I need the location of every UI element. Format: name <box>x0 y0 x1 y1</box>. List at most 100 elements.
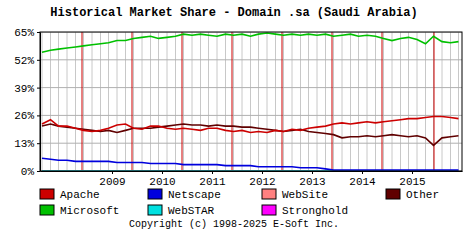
series-line <box>42 116 459 132</box>
legend-label: Microsoft <box>60 205 119 217</box>
grid-line-x <box>250 32 251 171</box>
grid-line-x <box>433 32 434 171</box>
y-tick: 39% <box>14 83 40 95</box>
reference-line <box>232 32 233 171</box>
copyright: Copyright (c) 1998-2025 E-Soft Inc. <box>129 219 339 230</box>
chart: Historical Market Share - Domain .sa (Sa… <box>0 0 468 230</box>
grid-line-x <box>442 32 443 171</box>
series-line <box>42 124 459 145</box>
grid-line-x <box>383 32 384 171</box>
x-tick-mark <box>362 171 363 174</box>
x-tick-label: 2011 <box>199 176 226 188</box>
grid-line-x <box>425 32 426 171</box>
x-tick: 2009 <box>99 171 125 188</box>
x-tick-mark <box>312 171 313 174</box>
grid-line-y <box>40 59 462 60</box>
grid-line-x <box>225 32 226 171</box>
legend-swatch <box>262 189 276 199</box>
grid-line-x <box>408 32 409 171</box>
x-tick-label: 2009 <box>99 176 125 188</box>
legend-label: Stronghold <box>282 205 348 217</box>
y-tick: 13% <box>14 138 40 150</box>
x-tick-mark <box>262 171 263 174</box>
grid-line-x <box>400 32 401 171</box>
grid-line-y <box>40 115 462 116</box>
y-tick-mark <box>37 171 40 172</box>
grid-line-x <box>317 32 318 171</box>
y-axis-line <box>40 33 41 172</box>
grid-line-y <box>40 87 462 88</box>
lines <box>42 33 459 171</box>
grid-line-x <box>125 32 126 171</box>
grid-line-x <box>158 32 159 171</box>
y-tick-mark <box>37 60 40 61</box>
reference-line <box>382 32 383 171</box>
plot-background <box>40 32 462 171</box>
grid-line-x <box>292 32 293 171</box>
x-tick-mark <box>112 171 113 174</box>
grid-line-x <box>200 32 201 171</box>
grid-line-x <box>83 32 84 171</box>
grid-line-x <box>100 32 101 171</box>
grid-line-x <box>217 32 218 171</box>
y-tick-mark <box>37 32 40 33</box>
y-tick: 65% <box>14 27 40 39</box>
x-tick: 2013 <box>299 171 325 188</box>
grid <box>40 32 462 171</box>
grid-line-x <box>258 32 259 171</box>
x-tick: 2015 <box>399 171 425 188</box>
x-tick-label: 2010 <box>149 176 175 188</box>
grid-line-x <box>133 32 134 171</box>
grid-line-x <box>350 32 351 171</box>
legend-label: WebSTAR <box>168 205 215 217</box>
y-tick-label: 26% <box>14 110 34 122</box>
reference-line <box>132 32 133 171</box>
grid-line-y <box>40 143 462 144</box>
x-tick-mark <box>412 171 413 174</box>
y-tick-label: 52% <box>14 55 34 67</box>
grid-line-x <box>67 32 68 171</box>
y-tick-label: 13% <box>14 138 34 150</box>
y-axis: 0% 13% 26% 39% 52% 65% <box>14 27 40 178</box>
grid-line-x <box>92 32 93 171</box>
legend-swatch <box>148 205 162 215</box>
grid-line-x <box>275 32 276 171</box>
grid-line-x <box>175 32 176 171</box>
grid-line-x <box>208 32 209 171</box>
grid-line-x <box>458 32 459 171</box>
series-line <box>42 158 459 170</box>
grid-line-x <box>233 32 234 171</box>
x-tick-label: 2015 <box>399 176 425 188</box>
y-tick: 0% <box>21 166 40 178</box>
grid-line-x <box>242 32 243 171</box>
x-tick-mark <box>212 171 213 174</box>
grid-line-x <box>167 32 168 171</box>
legend-label: Apache <box>60 189 100 201</box>
grid-line-x <box>308 32 309 171</box>
grid-line-x <box>450 32 451 171</box>
grid-line-x <box>108 32 109 171</box>
grid-line-x <box>150 32 151 171</box>
grid-line-x <box>342 32 343 171</box>
x-tick: 2011 <box>199 171 226 188</box>
y-tick-mark <box>37 143 40 144</box>
grid-line-x <box>417 32 418 171</box>
series-line <box>42 33 459 52</box>
reference-line <box>182 32 183 171</box>
legend-swatch <box>148 189 162 199</box>
title: Historical Market Share - Domain .sa (Sa… <box>50 6 417 20</box>
reference-line <box>282 32 283 171</box>
legend: ApacheMicrosoftNetscapeWebSTARWebSiteStr… <box>40 189 439 217</box>
y-tick-mark <box>37 115 40 116</box>
grid-line-x <box>375 32 376 171</box>
grid-line-x <box>325 32 326 171</box>
grid-line-x <box>142 32 143 171</box>
grid-line-x <box>75 32 76 171</box>
legend-label: Netscape <box>168 189 221 201</box>
x-axis: 2009201020112012201320142015 <box>41 171 463 188</box>
legend-swatch <box>262 205 276 215</box>
grid-line-x <box>358 32 359 171</box>
y-tick: 26% <box>14 110 40 122</box>
y-tick: 52% <box>14 55 40 67</box>
grid-line-x <box>333 32 334 171</box>
